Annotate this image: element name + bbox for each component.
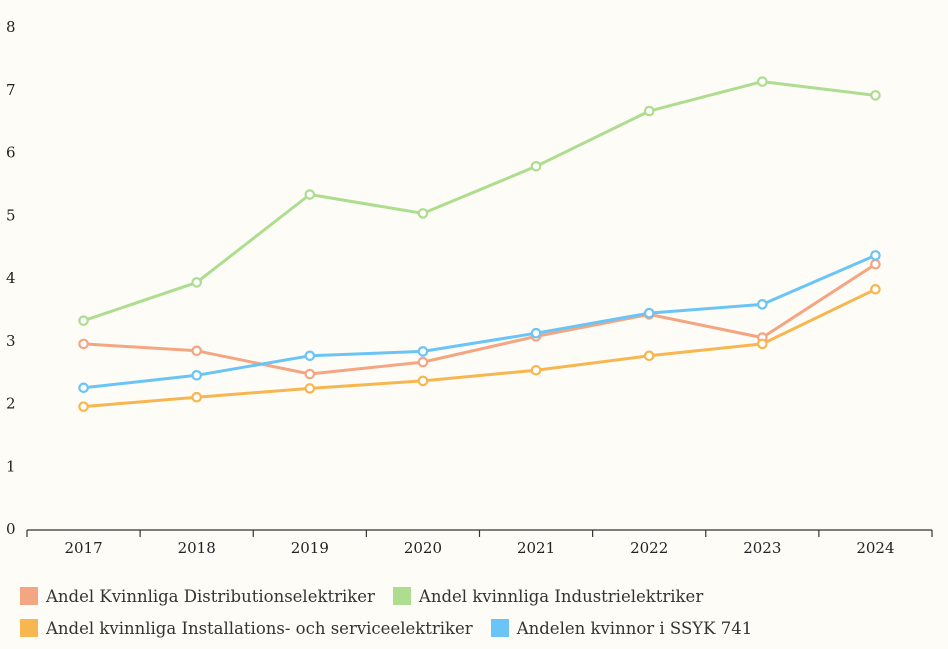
- legend-swatch: [392, 587, 411, 605]
- legend: Andel Kvinnliga Distributionselektriker …: [20, 580, 920, 644]
- data-point-3[interactable]: [417, 346, 429, 357]
- data-point-1[interactable]: [530, 161, 542, 172]
- legend-item-distributionselektriker[interactable]: Andel Kvinnliga Distributionselektriker: [20, 587, 375, 606]
- y-tick-label: 2: [6, 395, 16, 413]
- y-tick-label: 1: [6, 457, 16, 475]
- legend-swatch: [20, 587, 38, 605]
- legend-label: Andel kvinnliga Industrielektriker: [418, 586, 704, 606]
- y-tick-label: 3: [6, 332, 16, 350]
- series-line-2: [82, 287, 877, 409]
- data-point-0[interactable]: [191, 345, 202, 357]
- data-point-2[interactable]: [643, 350, 655, 362]
- legend-item-installationselektriker[interactable]: Andel kvinnliga Installations- och servi…: [20, 619, 473, 638]
- x-tick-label: 2021: [517, 539, 555, 557]
- legend-swatch: [490, 619, 509, 637]
- y-tick-label: 8: [6, 18, 16, 36]
- series-lines: [82, 80, 877, 409]
- x-axis: 2017 2018 2019 2020 2021 2022 2023 2024: [26, 529, 933, 557]
- data-point-1[interactable]: [757, 76, 768, 87]
- data-point-3[interactable]: [191, 369, 202, 381]
- x-tick-label: 2024: [856, 539, 894, 557]
- data-point-3[interactable]: [530, 327, 542, 339]
- data-point-1[interactable]: [304, 189, 316, 200]
- x-tick-label: 2019: [291, 539, 329, 557]
- data-point-2[interactable]: [304, 383, 316, 394]
- data-point-1[interactable]: [78, 315, 89, 326]
- x-tick-label: 2020: [404, 539, 442, 557]
- legend-item-ssyk-741[interactable]: Andelen kvinnor i SSYK 741: [490, 618, 753, 638]
- legend-row: Andel Kvinnliga Distributionselektriker …: [20, 580, 920, 612]
- series-line-3: [82, 253, 877, 390]
- data-point-3[interactable]: [643, 307, 655, 319]
- legend-item-industrielektriker[interactable]: Andel kvinnliga Industrielektriker: [392, 586, 704, 606]
- data-point-3[interactable]: [757, 299, 768, 310]
- data-point-2[interactable]: [870, 283, 881, 295]
- legend-row: Andel kvinnliga Installations- och servi…: [20, 612, 920, 644]
- series-points: [78, 76, 881, 412]
- x-tick-label: 2023: [743, 539, 781, 557]
- data-point-0[interactable]: [870, 258, 881, 270]
- legend-label: Andel kvinnliga Installations- och servi…: [46, 618, 473, 638]
- series-line-0: [82, 262, 877, 376]
- y-tick-label: 7: [6, 81, 16, 99]
- data-point-2[interactable]: [191, 391, 202, 403]
- data-point-1[interactable]: [191, 277, 202, 288]
- data-point-1[interactable]: [643, 105, 655, 117]
- legend-label: Andel Kvinnliga Distributionselektriker: [46, 586, 375, 606]
- data-point-0[interactable]: [417, 356, 429, 368]
- legend-swatch: [20, 619, 38, 637]
- data-point-0[interactable]: [78, 338, 89, 350]
- data-point-1[interactable]: [417, 208, 429, 219]
- data-point-2[interactable]: [78, 401, 89, 412]
- data-point-1[interactable]: [870, 90, 881, 101]
- data-point-0[interactable]: [304, 368, 316, 380]
- y-tick-label: 5: [6, 206, 16, 224]
- data-point-2[interactable]: [757, 338, 768, 350]
- y-tick-label: 4: [6, 269, 16, 287]
- data-point-3[interactable]: [78, 382, 89, 394]
- series-line-1: [82, 80, 877, 323]
- x-tick-label: 2022: [630, 539, 668, 557]
- y-tick-label: 0: [6, 520, 16, 538]
- y-axis-ticks: 0 1 2 3 4 5 6 7 8: [6, 18, 16, 538]
- x-tick-label: 2018: [178, 539, 216, 557]
- y-tick-label: 6: [6, 144, 16, 162]
- data-point-3[interactable]: [870, 250, 881, 261]
- data-point-2[interactable]: [530, 364, 542, 376]
- data-point-3[interactable]: [304, 350, 316, 362]
- x-tick-label: 2017: [64, 539, 102, 557]
- data-point-2[interactable]: [417, 375, 429, 387]
- legend-label: Andelen kvinnor i SSYK 741: [516, 618, 753, 638]
